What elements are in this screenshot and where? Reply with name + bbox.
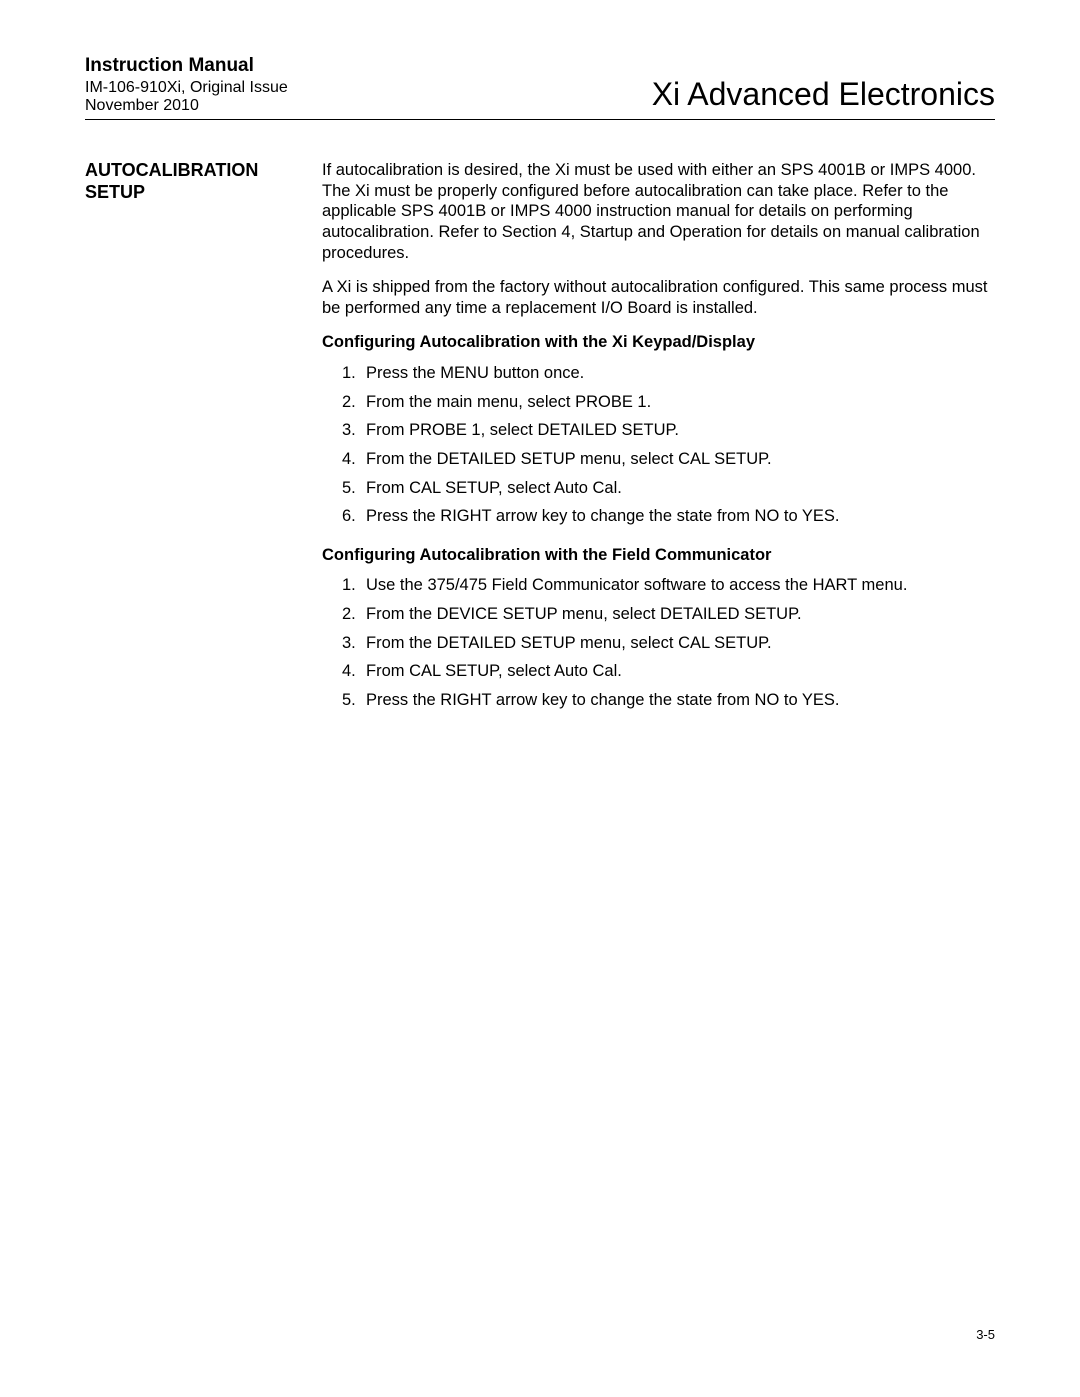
list-text: From the DETAILED SETUP menu, select CAL…: [366, 633, 995, 654]
list-num: 2.: [342, 604, 366, 625]
list-num: 5.: [342, 690, 366, 711]
manual-title: Instruction Manual: [85, 55, 288, 77]
list-item: 3.From the DETAILED SETUP menu, select C…: [342, 633, 995, 654]
list-item: 5.From CAL SETUP, select Auto Cal.: [342, 478, 995, 499]
list-text: From PROBE 1, select DETAILED SETUP.: [366, 420, 995, 441]
product-title: Xi Advanced Electronics: [652, 76, 995, 113]
date-line: November 2010: [85, 97, 288, 115]
list-num: 1.: [342, 363, 366, 384]
list-num: 1.: [342, 575, 366, 596]
list-field-communicator: 1.Use the 375/475 Field Communicator sof…: [322, 575, 995, 710]
subheading-field-communicator: Configuring Autocalibration with the Fie…: [322, 545, 995, 566]
list-num: 3.: [342, 420, 366, 441]
list-item: 1.Press the MENU button once.: [342, 363, 995, 384]
list-text: Press the RIGHT arrow key to change the …: [366, 690, 995, 711]
list-item: 3.From PROBE 1, select DETAILED SETUP.: [342, 420, 995, 441]
list-num: 4.: [342, 661, 366, 682]
list-item: 2.From the main menu, select PROBE 1.: [342, 392, 995, 413]
list-text: From the DEVICE SETUP menu, select DETAI…: [366, 604, 995, 625]
list-num: 3.: [342, 633, 366, 654]
list-item: 1.Use the 375/475 Field Communicator sof…: [342, 575, 995, 596]
section-label: AUTOCALIBRATION SETUP: [85, 160, 292, 729]
list-text: From the main menu, select PROBE 1.: [366, 392, 995, 413]
page-number: 3-5: [976, 1327, 995, 1342]
issue-line: IM-106-910Xi, Original Issue: [85, 79, 288, 97]
list-item: 2.From the DEVICE SETUP menu, select DET…: [342, 604, 995, 625]
list-num: 6.: [342, 506, 366, 527]
list-text: Press the MENU button once.: [366, 363, 995, 384]
content-row: AUTOCALIBRATION SETUP If autocalibration…: [85, 160, 995, 729]
list-item: 4.From the DETAILED SETUP menu, select C…: [342, 449, 995, 470]
list-item: 6.Press the RIGHT arrow key to change th…: [342, 506, 995, 527]
list-num: 5.: [342, 478, 366, 499]
paragraph: A Xi is shipped from the factory without…: [322, 277, 995, 318]
list-text: From CAL SETUP, select Auto Cal.: [366, 478, 995, 499]
list-keypad: 1.Press the MENU button once. 2.From the…: [322, 363, 995, 527]
list-text: From CAL SETUP, select Auto Cal.: [366, 661, 995, 682]
list-text: Use the 375/475 Field Communicator softw…: [366, 575, 995, 596]
list-text: Press the RIGHT arrow key to change the …: [366, 506, 995, 527]
paragraph: If autocalibration is desired, the Xi mu…: [322, 160, 995, 263]
header-left: Instruction Manual IM-106-910Xi, Origina…: [85, 55, 288, 115]
list-num: 4.: [342, 449, 366, 470]
subheading-keypad: Configuring Autocalibration with the Xi …: [322, 332, 995, 353]
list-text: From the DETAILED SETUP menu, select CAL…: [366, 449, 995, 470]
list-item: 4.From CAL SETUP, select Auto Cal.: [342, 661, 995, 682]
page-header: Instruction Manual IM-106-910Xi, Origina…: [85, 55, 995, 120]
section-body: If autocalibration is desired, the Xi mu…: [322, 160, 995, 729]
list-item: 5.Press the RIGHT arrow key to change th…: [342, 690, 995, 711]
list-num: 2.: [342, 392, 366, 413]
